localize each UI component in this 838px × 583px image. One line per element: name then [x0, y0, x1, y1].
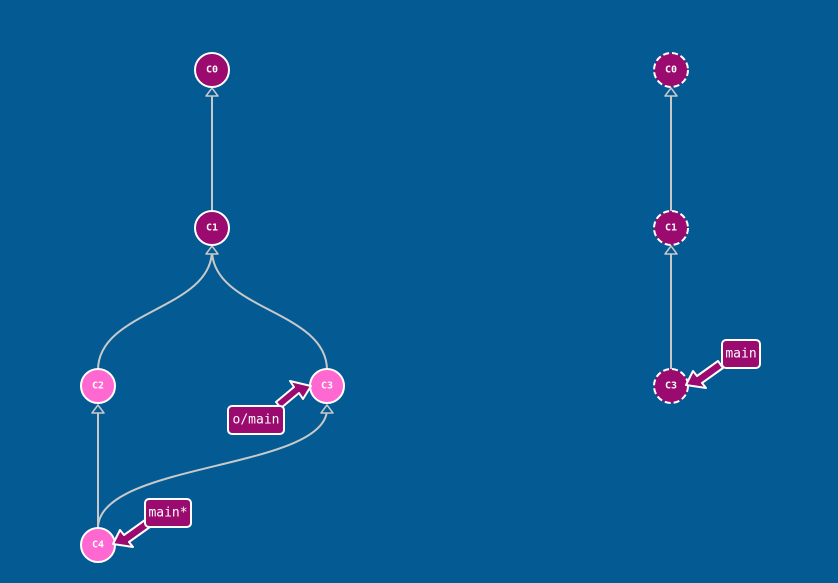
branch-label[interactable]: main	[721, 339, 761, 369]
commit-node[interactable]: C1	[653, 210, 689, 246]
edge-c3-c1	[211, 249, 328, 371]
commit-label: C3	[665, 381, 677, 392]
branch-arrow	[275, 380, 312, 409]
edge-c3-c1-arrowhead	[664, 245, 678, 255]
commit-node[interactable]: C2	[80, 368, 116, 404]
edge-c2-c3-c1-arrowhead	[205, 245, 219, 255]
branch-name: main*	[148, 506, 187, 521]
branch-label[interactable]: o/main	[227, 405, 285, 435]
branch-main-remote[interactable]: main	[685, 339, 761, 389]
local-repo: C0 C1 C2 C3 C4 o/main	[80, 52, 345, 563]
edge-c1-c0-arrowhead	[664, 87, 678, 97]
commit-label: C0	[206, 65, 218, 76]
edge-c4-c2-arrowhead	[91, 404, 105, 414]
branch-label[interactable]: main*	[144, 498, 192, 528]
commit-label: C0	[665, 65, 677, 76]
branch-arrow	[685, 360, 724, 389]
remote-repo: C0 C1 C3 main	[653, 52, 761, 404]
commit-node[interactable]: C4	[80, 527, 116, 563]
commit-label: C1	[665, 223, 677, 234]
commit-node[interactable]: C3	[309, 368, 345, 404]
branch-name: main	[725, 347, 756, 362]
commit-node[interactable]: C3	[653, 368, 689, 404]
commit-label: C1	[206, 223, 218, 234]
commit-node[interactable]: C0	[194, 52, 230, 88]
edge-c2-c1	[97, 249, 213, 371]
commit-label: C3	[321, 381, 333, 392]
branch-name: o/main	[233, 413, 280, 428]
edge-c4-c3	[97, 408, 328, 529]
commit-label: C2	[92, 381, 104, 392]
commit-node[interactable]: C1	[194, 210, 230, 246]
commit-label: C4	[92, 540, 104, 551]
edge-c1-c0-arrowhead	[205, 87, 219, 97]
branch-main-local[interactable]: main*	[112, 498, 192, 548]
edge-c4-c3-arrowhead	[320, 404, 334, 414]
commit-node[interactable]: C0	[653, 52, 689, 88]
branch-o-main[interactable]: o/main	[227, 380, 312, 435]
